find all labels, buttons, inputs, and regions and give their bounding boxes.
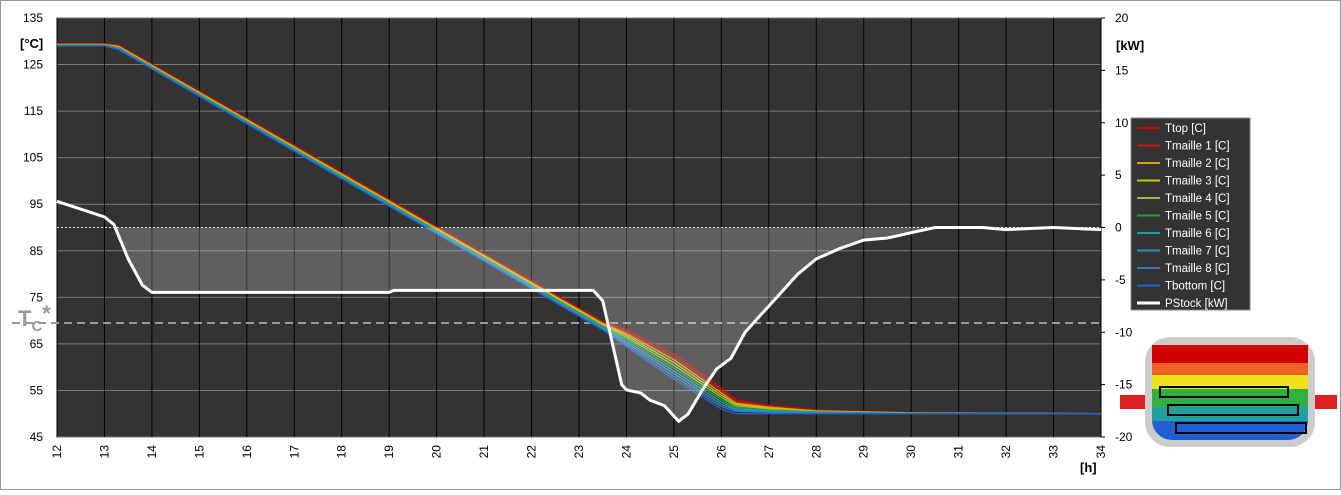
y2-tick-label: 0 (1115, 221, 1122, 235)
x-tick-label: 18 (335, 445, 349, 459)
y2-tick-label: 10 (1115, 116, 1129, 130)
y2-tick-label: -15 (1115, 378, 1133, 392)
x-tick-label: 28 (809, 445, 823, 459)
legend-label: Tmaille 7 [C] (1165, 246, 1230, 258)
x-tick-label: 27 (762, 445, 776, 459)
critical-label: TC* (18, 301, 51, 335)
x-tick-label: 21 (477, 445, 491, 459)
y-tick-label: 105 (23, 151, 43, 165)
x-tick-label: 23 (572, 445, 586, 459)
x-tick-label: 32 (999, 445, 1013, 459)
y2-tick-label: -20 (1115, 430, 1133, 444)
x-tick-label: 17 (287, 445, 301, 459)
y-tick-label: 95 (30, 197, 44, 211)
y2-tick-label: 20 (1115, 11, 1129, 25)
legend-label: Tmaille 5 [C] (1165, 211, 1230, 223)
power-line (56, 199, 1102, 424)
legend-label: Tmaille 3 [C] (1165, 176, 1230, 188)
legend-label: Tmaille 4 [C] (1165, 193, 1230, 205)
y2-tick-label: -5 (1115, 273, 1126, 287)
y-tick-label: 135 (23, 11, 43, 25)
y-tick-label: 75 (30, 290, 44, 304)
y2-tick-label: 15 (1115, 63, 1129, 77)
y2-axis-label: [kW] (1116, 38, 1144, 53)
x-tick-label: 24 (619, 445, 633, 459)
x-tick-label: 30 (904, 445, 918, 459)
y2-tick-label: 5 (1115, 168, 1122, 182)
x-tick-label: 13 (97, 445, 111, 459)
tank-diagram (1120, 337, 1337, 447)
critical-suffix: * (42, 301, 51, 326)
legend-label: Tmaille 6 [C] (1165, 228, 1230, 240)
temperature-line (57, 45, 1101, 415)
x-tick-label: 22 (525, 445, 539, 459)
y-tick-label: 115 (24, 104, 43, 118)
legend: Ttop [C] Tmaille 1 [C] Tmaille 2 [C] Tmaill… (1130, 117, 1251, 311)
x-tick-label: 20 (430, 445, 444, 459)
y-axis-label: [°C] (20, 36, 43, 51)
x-tick-label: 26 (714, 445, 728, 459)
y-tick-label: 125 (23, 58, 43, 72)
legend-label: Tmaille 8 [C] (1165, 263, 1230, 275)
x-tick-label: 31 (952, 445, 966, 459)
x-tick-label: 15 (192, 445, 206, 459)
legend-box (1130, 117, 1251, 311)
x-tick-label: 12 (50, 445, 64, 459)
critical-text: T (18, 306, 32, 331)
legend-label: PStock [kW] (1165, 298, 1228, 310)
y-tick-label: 85 (30, 244, 44, 258)
y-tick-label: 55 (30, 383, 44, 397)
x-tick-label: 19 (382, 445, 396, 459)
x-tick-label: 16 (240, 445, 254, 459)
legend-label: Ttop [C] (1165, 123, 1206, 135)
legend-label: Tmaille 2 [C] (1165, 158, 1230, 170)
legend-label: Tmaille 1 [C] (1165, 141, 1230, 153)
y2-tick-label: -10 (1115, 325, 1133, 339)
y-tick-label: 45 (30, 430, 44, 444)
x-tick-label: 33 (1047, 445, 1061, 459)
legend-label: Tbottom [C] (1165, 281, 1225, 293)
x-tick-label: 25 (667, 445, 681, 459)
x-axis-label: [h] (1080, 460, 1097, 475)
y-tick-label: 65 (30, 337, 44, 351)
x-tick-label: 14 (145, 445, 159, 459)
power-area (57, 227, 1101, 422)
critical-sub: C (31, 318, 42, 335)
x-tick-label: 34 (1094, 445, 1108, 459)
x-tick-label: 29 (857, 445, 871, 459)
